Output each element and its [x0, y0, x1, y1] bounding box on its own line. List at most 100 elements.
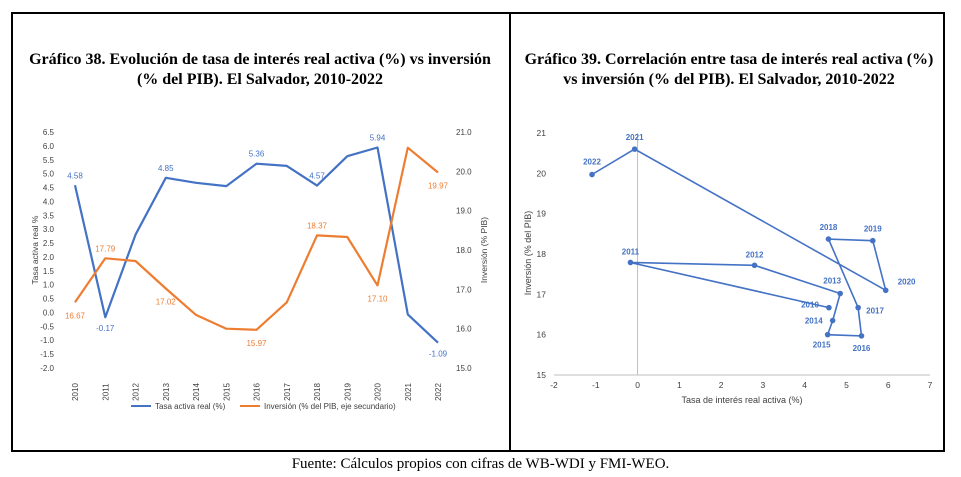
y-tick-label: 18 — [537, 249, 547, 259]
point-label: 2021 — [626, 133, 644, 142]
point-2013 — [837, 290, 843, 297]
x-tick-label: 6 — [886, 380, 891, 390]
x-tick-label: 2020 — [374, 383, 383, 401]
x-tick-label: 2010 — [71, 383, 80, 401]
y-tick-label: 2.0 — [43, 253, 55, 262]
x-tick-label: 2013 — [162, 383, 171, 401]
y-tick-label: 6.5 — [43, 128, 55, 137]
y2-tick-label: 17.0 — [456, 285, 472, 294]
y-tick-label: 17 — [537, 289, 547, 299]
y-tick-label: -0.5 — [40, 322, 54, 331]
y-tick-label: -2.0 — [40, 364, 54, 373]
y-tick-label: 0.0 — [43, 308, 55, 317]
data-label: 17.10 — [367, 294, 388, 303]
point-2015 — [824, 331, 831, 338]
x-tick-label: 2022 — [434, 383, 443, 401]
y-tick-label: 0.5 — [43, 295, 55, 304]
data-label: 5.36 — [249, 150, 265, 159]
x-tick-label: 2012 — [132, 383, 141, 401]
point-2018 — [825, 236, 832, 242]
x-tick-label: 5 — [844, 380, 849, 390]
connecting-line — [591, 148, 887, 337]
y2-tick-label: 18.0 — [456, 246, 472, 255]
data-label: 5.94 — [370, 134, 386, 143]
data-label: 19.97 — [428, 182, 449, 191]
x-tick-label: 2 — [719, 380, 724, 390]
x-tick-label: -1 — [592, 380, 600, 390]
y-tick-label: 3.0 — [43, 225, 55, 234]
x-tick-label: 7 — [928, 380, 933, 390]
y-tick-label: -1.0 — [40, 336, 54, 345]
x-tick-label: 3 — [761, 380, 766, 390]
x-tick-label: -2 — [550, 380, 558, 390]
y2-tick-label: 15.0 — [456, 364, 472, 373]
x-tick-label: 1 — [677, 380, 682, 390]
y-tick-label: 5.5 — [43, 156, 55, 165]
y-tick-label: 1.5 — [43, 267, 55, 276]
y-tick-label: 6.0 — [43, 142, 55, 151]
chart-39-title: Gráfico 39. Correlación entre tasa de in… — [524, 51, 934, 88]
point-2022 — [589, 171, 595, 178]
point-label: 2019 — [864, 225, 882, 234]
x-tick-label: 2021 — [404, 383, 413, 401]
panel-divider — [509, 14, 511, 450]
point-label: 2022 — [583, 158, 601, 167]
y-tick-label: 1.0 — [43, 281, 55, 290]
point-2010 — [826, 304, 832, 311]
legend-label: Tasa activa real (%) — [155, 402, 226, 411]
y-axis-label: Inversión (% del PIB) — [523, 211, 533, 296]
point-2014 — [829, 317, 836, 324]
figure-frame: Gráfico 38. Evolución de tasa de interés… — [11, 12, 945, 452]
data-label: 17.79 — [95, 244, 116, 253]
data-label: 18.37 — [307, 221, 328, 230]
y-axis-label: Tasa activa real % — [30, 215, 40, 284]
point-label: 2015 — [813, 341, 831, 350]
series-line-inversion — [74, 146, 439, 331]
y-tick-label: 4.0 — [43, 197, 55, 206]
point-label: 2020 — [898, 277, 916, 286]
data-label: 17.02 — [156, 298, 177, 307]
data-label: 4.85 — [158, 164, 174, 173]
point-label: 2016 — [853, 344, 871, 353]
x-tick-label: 4 — [802, 380, 807, 390]
point-label: 2010 — [801, 301, 819, 310]
point-label: 2011 — [622, 247, 640, 256]
point-2012 — [751, 262, 758, 269]
y2-axis-label: Inversión (% PIB) — [479, 217, 489, 283]
x-tick-label: 2014 — [192, 383, 201, 401]
y-tick-label: 19 — [537, 209, 547, 219]
x-tick-label: 0 — [635, 380, 640, 390]
y-tick-label: 20 — [537, 168, 547, 178]
x-tick-label: 2017 — [283, 383, 292, 401]
point-label: 2017 — [866, 307, 884, 316]
x-tick-label: 2018 — [313, 383, 322, 401]
y2-tick-label: 19.0 — [456, 207, 472, 216]
y-tick-label: 4.5 — [43, 184, 55, 193]
y2-tick-label: 21.0 — [456, 128, 472, 137]
series-line-tasa-activa — [73, 146, 439, 344]
source-note: Fuente: Cálculos propios con cifras de W… — [291, 456, 670, 472]
y-tick-label: 15 — [537, 370, 547, 380]
legend-label: Inversión (% del PIB, eje secundario) — [264, 402, 396, 411]
point-2019 — [869, 237, 876, 244]
y-tick-label: 21 — [537, 128, 547, 138]
point-2020 — [882, 287, 889, 294]
point-label: 2012 — [746, 250, 764, 259]
x-tick-label: 2019 — [343, 383, 352, 401]
point-label: 2013 — [823, 277, 841, 286]
chart-38-title: Gráfico 38. Evolución de tasa de interés… — [29, 51, 491, 88]
point-label: 2014 — [805, 317, 823, 326]
y-tick-label: 2.5 — [43, 239, 55, 248]
x-tick-label: 2011 — [101, 383, 110, 401]
point-label: 2018 — [820, 223, 838, 232]
y-tick-label: 5.0 — [43, 170, 55, 179]
data-label: -1.09 — [429, 350, 448, 359]
point-2011 — [627, 259, 634, 266]
data-label: 16.67 — [65, 311, 86, 320]
y-tick-label: 3.5 — [43, 211, 55, 220]
data-label: 4.58 — [67, 171, 83, 180]
y-tick-label: -1.5 — [40, 350, 54, 359]
point-2021 — [631, 146, 638, 152]
